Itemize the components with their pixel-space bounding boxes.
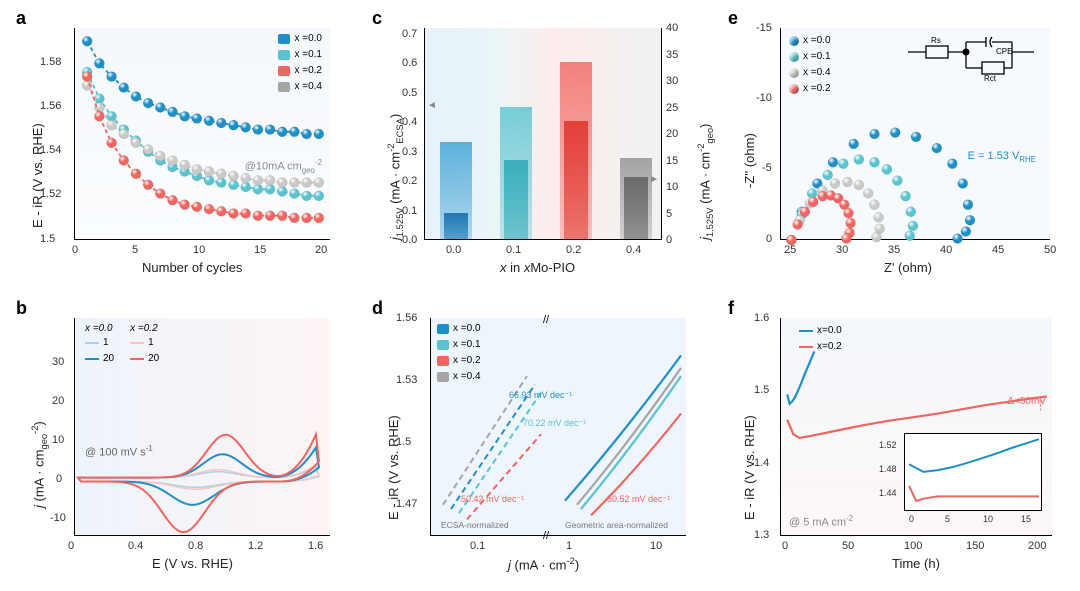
panel-e: e -Z'' (ohm) Z' (ohm) x =0.0 x =0.1 x =0… <box>724 8 1064 278</box>
b-legend: x =0.0 1 20 x =0.2 1 20 <box>85 322 159 368</box>
f-annotation: @ 5 mA cm-2 <box>789 514 853 529</box>
a-legend: x =0.0 x =0.1 x =0.2 x =0.4 <box>278 32 322 96</box>
e-legend: x =0.0 x =0.1 x =0.4 x =0.2 <box>789 34 831 98</box>
e-plot: x =0.0 x =0.1 x =0.4 x =0.2 E = 1.53 VRH… <box>780 28 1050 240</box>
f-xlabel: Time (h) <box>892 556 940 571</box>
f-inset: 1.44 1.48 1.52 0 5 10 15 <box>904 433 1042 511</box>
svg-text:Rs: Rs <box>931 36 941 45</box>
circuit-diagram: Rs CPE Rct <box>904 34 1044 82</box>
panel-label-e: e <box>728 8 738 29</box>
b-ylabel: j (mA · cmgeo-2) <box>30 421 49 508</box>
panel-d: d E - iR (V vs. RHE) j (mA · cm-2) // //… <box>368 298 698 578</box>
panel-label-b: b <box>16 298 27 319</box>
b-xlabel: E (V vs. RHE) <box>152 556 233 571</box>
panel-b: b j (mA · cmgeo-2) E (V vs. RHE) @ 100 m… <box>12 298 342 578</box>
svg-text:Rct: Rct <box>984 74 997 83</box>
a-xlabel: Number of cycles <box>142 260 242 275</box>
panel-label-f: f <box>728 298 734 319</box>
panel-label-d: d <box>372 298 383 319</box>
b-annotation: @ 100 mV s-1 <box>85 444 153 459</box>
panel-label-c: c <box>372 8 382 29</box>
f-delta: Δ<50mV <box>1007 396 1046 407</box>
b-plot: @ 100 mV s-1 x =0.0 1 20 x =0.2 1 20 <box>74 318 330 536</box>
svg-text:CPE: CPE <box>996 47 1012 56</box>
e-annotation: E = 1.53 VRHE <box>968 150 1036 164</box>
f-plot: @ 5 mA cm-2 Δ<50mV x=0.0 x=0.2 1.44 1.48… <box>780 318 1052 536</box>
c-ylabel-right: j1.525V (mA · cm-2geo) <box>696 124 715 240</box>
e-xlabel: Z' (ohm) <box>884 260 932 275</box>
a-annotation: @10mA cmgeo-2 <box>245 158 322 175</box>
d-plot: // // x =0.0 x =0.1 x =0.2 x =0.4 66.93 … <box>430 318 686 536</box>
panel-a: a E - iR (V vs. RHE) Number of cycles @1… <box>12 8 342 278</box>
c-xlabel: x in xMo-PIO <box>500 260 575 275</box>
c-plot: ◄ ► <box>424 28 662 240</box>
f-legend: x=0.0 x=0.2 <box>799 324 842 356</box>
e-ylabel: -Z'' (ohm) <box>742 133 757 188</box>
panel-c: c j1.525V (mA · cm-2ECSA) j1.525V (mA · … <box>368 8 698 278</box>
a-plot: @10mA cmgeo-2 x =0.0 x =0.1 x =0.2 x =0.… <box>74 28 330 240</box>
d-legend: x =0.0 x =0.1 x =0.2 x =0.4 <box>437 322 481 386</box>
panel-f: f E - iR (V vs. RHE) Time (h) @ 5 mA cm-… <box>724 298 1064 578</box>
panel-label-a: a <box>16 8 26 29</box>
d-xlabel: j (mA · cm-2) <box>508 556 579 572</box>
a-ylabel: E - iR (V vs. RHE) <box>30 123 45 228</box>
